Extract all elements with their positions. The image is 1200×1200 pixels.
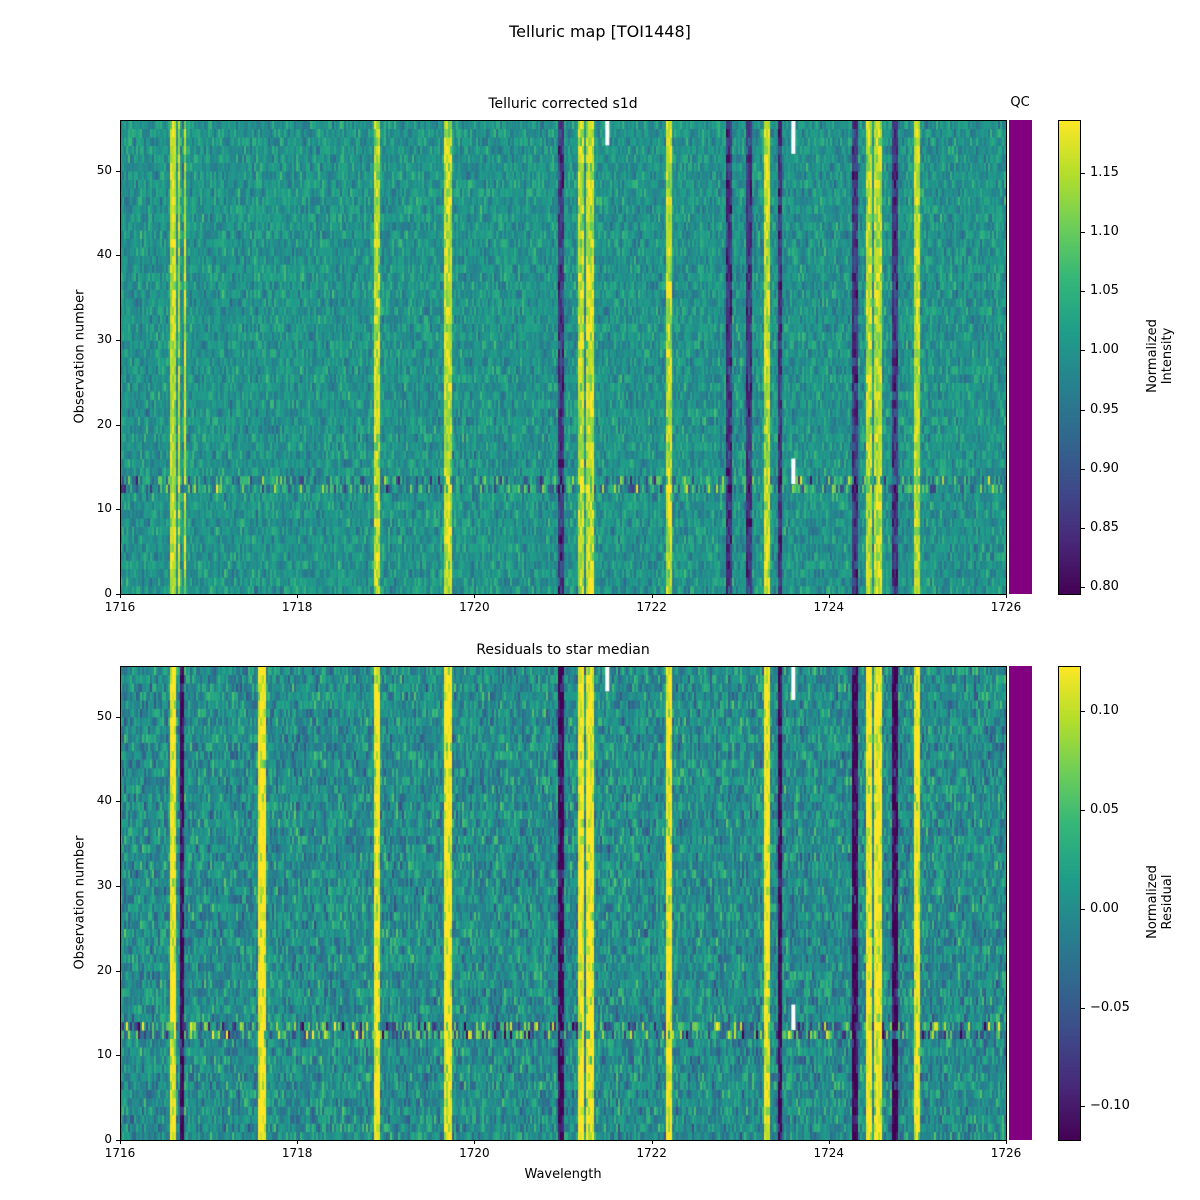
colorbar-label-line: Normalized (1145, 865, 1160, 939)
colorbar-tick-label: 0.90 (1090, 460, 1119, 476)
colorbar-tick-mark (1081, 810, 1085, 812)
colorbar-tick-label: 0.85 (1090, 519, 1119, 535)
qc-bar (1009, 666, 1032, 1140)
axes-title: Telluric corrected s1d (488, 96, 638, 112)
y-tick-mark (116, 509, 120, 511)
colorbar-label-line: Normalized (1145, 319, 1160, 393)
colorbar-tick-mark (1081, 409, 1085, 411)
colorbar-tick-mark (1081, 291, 1085, 293)
colorbar-frame (1058, 120, 1081, 595)
x-tick-label: 1722 (636, 1146, 667, 1160)
colorbar-tick-mark (1081, 173, 1085, 175)
qc-bar (1009, 120, 1032, 594)
colorbar-label: Normalized Residual (1145, 802, 1175, 1002)
y-tick-mark (116, 801, 120, 803)
x-tick-mark (651, 1140, 653, 1144)
axes-frame (120, 120, 1007, 595)
x-tick-mark (828, 594, 830, 598)
colorbar-tick-mark (1081, 468, 1085, 470)
colorbar-tick-label: 0.95 (1090, 401, 1119, 417)
x-tick-mark (1006, 1140, 1007, 1144)
y-tick-label: 10 (96, 501, 112, 516)
x-tick-label: 1726 (990, 600, 1022, 614)
axes-frame (120, 666, 1007, 1141)
x-tick-label: 1718 (281, 600, 313, 614)
y-tick-label: 50 (96, 162, 112, 177)
colorbar-tick-label: −0.10 (1090, 1098, 1130, 1114)
x-tick-mark (651, 594, 653, 598)
colorbar-tick-mark (1081, 350, 1085, 352)
y-tick-label: 40 (96, 247, 112, 262)
x-tick-mark (828, 1140, 830, 1144)
y-tick-label: 0 (104, 586, 112, 600)
y-tick-mark (116, 1055, 120, 1057)
y-tick-mark (116, 424, 120, 426)
y-tick-mark (116, 255, 120, 257)
colorbar-tick-label: −0.05 (1090, 999, 1130, 1015)
colorbar-tick-label: 1.05 (1090, 283, 1119, 299)
x-tick-label: 1724 (813, 600, 845, 614)
colorbar-tick-label: 1.15 (1090, 165, 1119, 181)
y-tick-label: 20 (96, 962, 112, 977)
colorbar (1058, 666, 1080, 1140)
colorbar-tick-label: 1.00 (1090, 342, 1119, 358)
x-tick-label: 1724 (813, 1146, 845, 1160)
heatmap-cells (120, 666, 1006, 1140)
colorbar-tick-mark (1081, 1007, 1085, 1009)
y-axis-label: Observation number (72, 835, 88, 970)
colorbar-tick-label: 0.00 (1090, 900, 1119, 916)
colorbar-tick-mark (1081, 586, 1085, 588)
x-tick-label: 1722 (636, 600, 667, 614)
x-tick-mark (120, 1140, 121, 1144)
colorbar-tick-label: 0.05 (1090, 802, 1119, 818)
colorbar-label: Normalized Intensity (1145, 256, 1175, 456)
colorbar-tick-mark (1081, 711, 1085, 713)
y-tick-label: 20 (96, 416, 112, 431)
x-tick-label: 1726 (990, 1146, 1022, 1160)
y-tick-label: 30 (96, 878, 112, 893)
y-tick-mark (116, 170, 120, 172)
x-tick-label: 1718 (281, 1146, 313, 1160)
colorbar-tick-mark (1081, 527, 1085, 529)
x-axis-label: Wavelength (524, 1167, 602, 1182)
y-tick-mark (116, 340, 120, 342)
y-tick-label: 50 (96, 708, 112, 723)
y-tick-mark (116, 886, 120, 888)
x-tick-mark (474, 1140, 476, 1144)
x-tick-mark (297, 1140, 299, 1144)
colorbar (1058, 120, 1080, 594)
y-tick-label: 0 (104, 1132, 112, 1146)
y-tick-mark (116, 594, 120, 595)
x-tick-label: 1720 (459, 1146, 490, 1160)
x-tick-label: 1716 (104, 1146, 136, 1160)
colorbar-label-line: Residual (1160, 874, 1175, 930)
colorbar-label-line: Intensity (1160, 327, 1175, 385)
y-tick-label: 10 (96, 1047, 112, 1062)
y-axis-label: Observation number (72, 289, 88, 424)
y-tick-label: 40 (96, 793, 112, 808)
colorbar-tick-label: 0.80 (1090, 578, 1119, 594)
colorbar-tick-label: 0.10 (1090, 703, 1119, 719)
colorbar-tick-mark (1081, 908, 1085, 910)
x-tick-mark (297, 594, 299, 598)
colorbar-tick-label: 1.10 (1090, 224, 1119, 240)
colorbar-tick-mark (1081, 1106, 1085, 1108)
x-tick-mark (120, 594, 121, 598)
x-tick-label: 1720 (459, 600, 490, 614)
y-tick-label: 30 (96, 332, 112, 347)
x-tick-mark (474, 594, 476, 598)
heatmap-cells (120, 120, 1006, 594)
figure-title: Telluric map [TOI1448] (509, 22, 691, 41)
y-tick-mark (116, 970, 120, 972)
y-tick-mark (116, 1140, 120, 1141)
axes-title: Residuals to star median (476, 642, 650, 658)
x-tick-mark (1006, 594, 1007, 598)
colorbar-frame (1058, 666, 1081, 1141)
qc-label: QC (1010, 95, 1030, 110)
y-tick-mark (116, 716, 120, 718)
x-tick-label: 1716 (104, 600, 136, 614)
colorbar-tick-mark (1081, 232, 1085, 234)
